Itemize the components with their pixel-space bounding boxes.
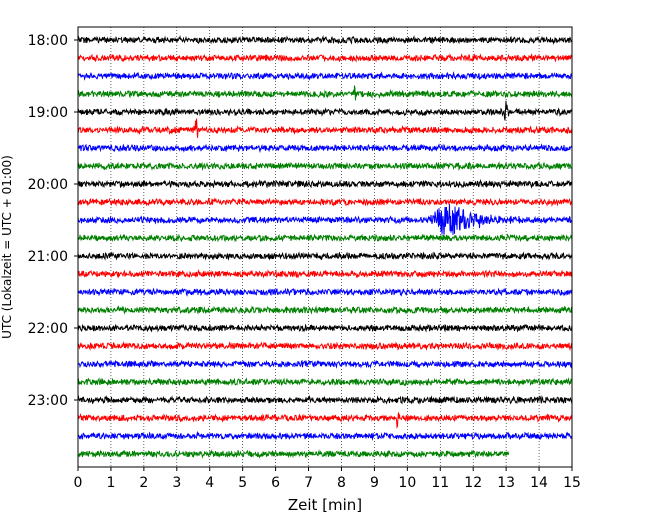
- x-tick-label: 15: [563, 475, 581, 491]
- x-tick-label: 3: [172, 475, 181, 491]
- seismic-trace: [77, 118, 573, 138]
- seismic-traces: [77, 35, 573, 459]
- plot-frame: [77, 26, 573, 468]
- seismic-trace: [77, 377, 573, 387]
- x-axis-label: Zeit [min]: [288, 496, 362, 514]
- x-tick-label: 1: [106, 475, 115, 491]
- x-tick-label: 2: [139, 475, 148, 491]
- seismic-trace: [77, 268, 573, 279]
- seismic-trace: [77, 394, 573, 405]
- y-axis-label: UTC (Lokalzeit = UTC + 01:00): [0, 155, 14, 339]
- x-axis-ticks: 0 1 2 3 4 5 6 7 8 9 10 11 12 13 14 15: [74, 467, 581, 491]
- seismic-trace: [77, 71, 573, 81]
- seismic-trace: [77, 35, 573, 46]
- seismic-trace: [77, 341, 573, 352]
- x-tick-label: 12: [464, 475, 482, 491]
- x-tick-label: 8: [337, 475, 346, 491]
- x-tick-label: 11: [431, 475, 449, 491]
- y-axis-ticks: 18:00 19:00 20:00 21:00 22:00 23:00: [28, 33, 78, 409]
- seismic-trace: [77, 178, 573, 189]
- seismic-trace: [77, 53, 573, 63]
- seismic-trace: [77, 305, 573, 315]
- seismic-trace: [77, 100, 573, 121]
- y-tick-label: 20:00: [28, 177, 68, 193]
- grid-lines: [110, 27, 540, 467]
- x-tick-label: 7: [304, 475, 313, 491]
- seismic-trace: [77, 160, 573, 172]
- y-tick-label: 21:00: [28, 249, 68, 265]
- seismic-trace: [77, 323, 573, 333]
- x-tick-label: 13: [497, 475, 515, 491]
- y-tick-label: 18:00: [28, 33, 68, 49]
- seismic-trace: [77, 204, 573, 235]
- seismic-trace: [77, 251, 573, 261]
- seismic-trace: [77, 412, 573, 429]
- x-tick-label: 6: [271, 475, 280, 491]
- x-tick-label: 10: [398, 475, 416, 491]
- y-tick-label: 23:00: [28, 393, 68, 409]
- y-tick-label: 19:00: [28, 105, 68, 121]
- seismic-trace: [77, 143, 573, 154]
- x-tick-label: 5: [238, 475, 247, 491]
- x-tick-label: 9: [370, 475, 379, 491]
- x-tick-label: 14: [530, 475, 548, 491]
- seismic-trace: [77, 85, 573, 101]
- seismic-trace: [77, 449, 510, 459]
- seismic-trace: [77, 359, 573, 369]
- y-tick-label: 22:00: [28, 321, 68, 337]
- x-tick-label: 4: [205, 475, 214, 491]
- seismic-trace: [77, 287, 573, 297]
- seismic-trace: [77, 197, 573, 208]
- seismic-trace: [77, 430, 573, 441]
- seismic-trace: [77, 233, 573, 243]
- x-tick-label: 0: [74, 475, 83, 491]
